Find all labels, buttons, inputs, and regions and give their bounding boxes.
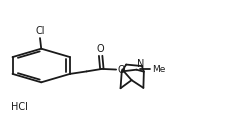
Text: O: O xyxy=(118,65,125,75)
Text: Me: Me xyxy=(152,65,166,74)
Text: N: N xyxy=(138,59,145,69)
Text: O: O xyxy=(97,44,104,54)
Text: Cl: Cl xyxy=(35,26,45,36)
Text: HCl: HCl xyxy=(11,102,27,112)
